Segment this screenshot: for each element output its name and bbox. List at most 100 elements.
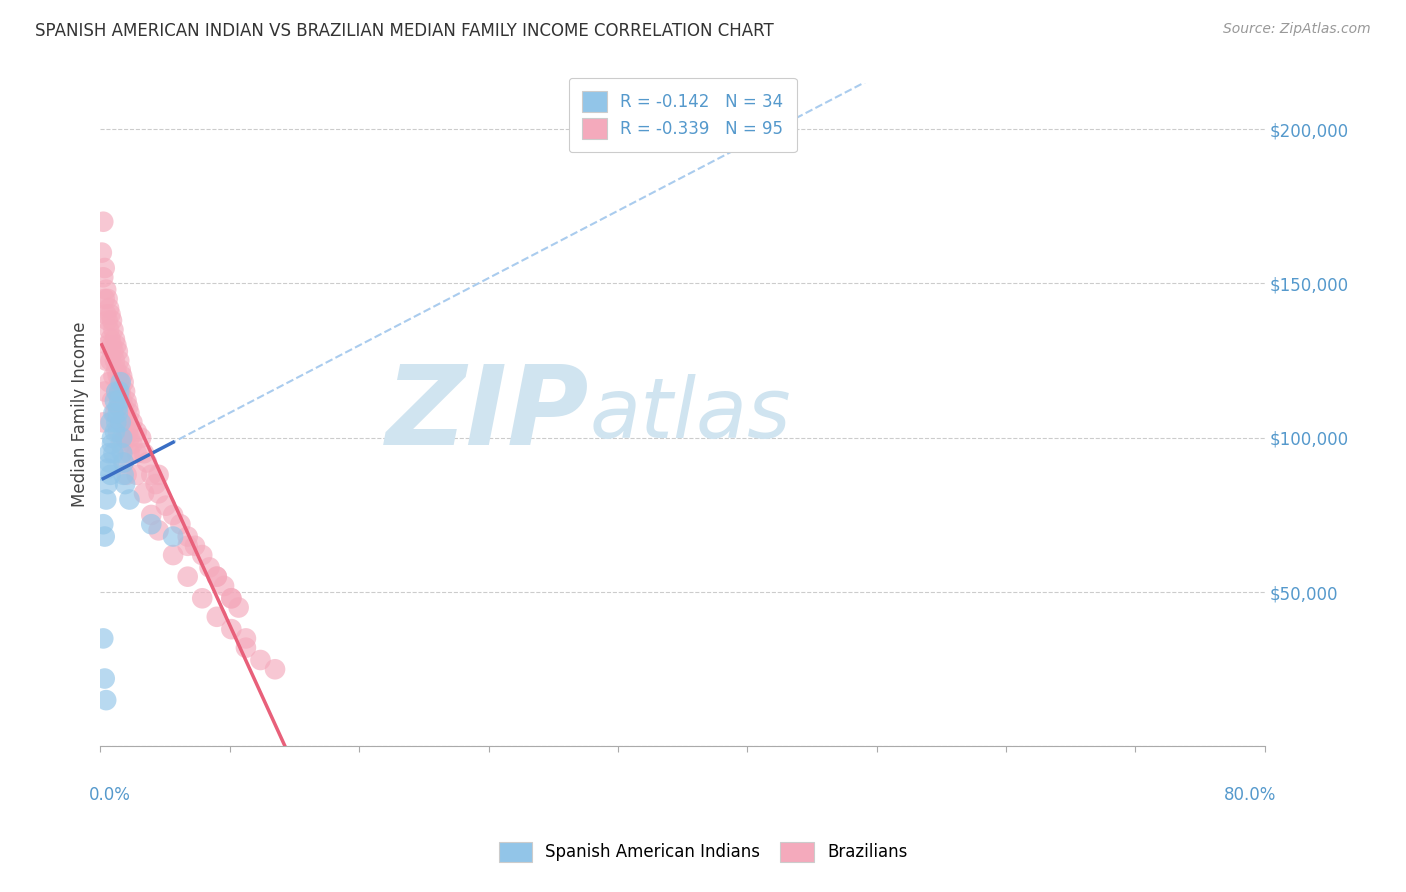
Text: 80.0%: 80.0% [1225, 786, 1277, 805]
Point [98, 301, 121, 315]
Point [132, 446, 155, 460]
Point [93, 260, 115, 275]
Point [104, 353, 127, 368]
Point [111, 446, 134, 460]
Point [212, 579, 235, 593]
Point [112, 467, 135, 482]
Point [100, 467, 122, 482]
Point [121, 415, 143, 429]
Point [141, 508, 163, 522]
Point [93, 672, 115, 686]
Point [103, 446, 125, 460]
Point [132, 486, 155, 500]
Point [108, 353, 131, 368]
Point [198, 560, 221, 574]
Point [145, 477, 167, 491]
Point [101, 338, 124, 352]
Point [91, 632, 114, 646]
Point [235, 640, 257, 655]
Point [97, 477, 120, 491]
Point [108, 376, 131, 390]
Point [91, 517, 114, 532]
Point [101, 393, 124, 408]
Point [117, 425, 139, 439]
Text: 0.0%: 0.0% [89, 786, 131, 805]
Point [114, 406, 136, 420]
Point [96, 353, 118, 368]
Point [148, 467, 170, 482]
Point [107, 406, 129, 420]
Point [221, 622, 243, 636]
Point [96, 492, 118, 507]
Point [108, 384, 131, 399]
Point [107, 369, 129, 384]
Point [110, 376, 132, 390]
Point [125, 467, 148, 482]
Point [100, 353, 122, 368]
Point [107, 344, 129, 359]
Point [101, 437, 124, 451]
Point [118, 431, 141, 445]
Point [112, 400, 135, 414]
Point [91, 215, 114, 229]
Point [90, 245, 112, 260]
Point [97, 292, 120, 306]
Point [205, 569, 228, 583]
Point [103, 344, 125, 359]
Point [101, 431, 124, 445]
Point [110, 363, 132, 377]
Text: ZIP: ZIP [385, 361, 589, 468]
Point [112, 376, 135, 390]
Point [141, 517, 163, 532]
Point [184, 539, 207, 553]
Point [155, 499, 177, 513]
Point [98, 376, 121, 390]
Point [176, 569, 198, 583]
Point [96, 283, 118, 297]
Point [129, 431, 152, 445]
Point [115, 467, 138, 482]
Point [114, 384, 136, 399]
Point [97, 338, 120, 352]
Point [110, 384, 132, 399]
Point [105, 384, 128, 399]
Point [118, 406, 141, 420]
Point [249, 653, 271, 667]
Point [148, 486, 170, 500]
Point [96, 693, 118, 707]
Point [118, 492, 141, 507]
Point [105, 415, 128, 429]
Point [205, 609, 228, 624]
Point [104, 393, 127, 408]
Point [121, 437, 143, 451]
Point [205, 569, 228, 583]
Point [108, 393, 131, 408]
Point [191, 548, 214, 562]
Point [114, 477, 136, 491]
Point [107, 425, 129, 439]
Point [148, 524, 170, 538]
Point [108, 400, 131, 414]
Point [136, 455, 159, 469]
Point [125, 425, 148, 439]
Point [98, 323, 121, 337]
Point [112, 455, 135, 469]
Point [191, 591, 214, 606]
Point [104, 425, 127, 439]
Point [100, 415, 122, 429]
Point [93, 384, 115, 399]
Point [221, 591, 243, 606]
Point [111, 431, 134, 445]
Point [125, 446, 148, 460]
Point [93, 530, 115, 544]
Point [97, 461, 120, 475]
Point [100, 332, 122, 346]
Point [111, 393, 134, 408]
Point [162, 508, 184, 522]
Point [98, 446, 121, 460]
Text: atlas: atlas [589, 374, 792, 455]
Point [162, 530, 184, 544]
Point [104, 332, 127, 346]
Point [107, 400, 129, 414]
Point [162, 548, 184, 562]
